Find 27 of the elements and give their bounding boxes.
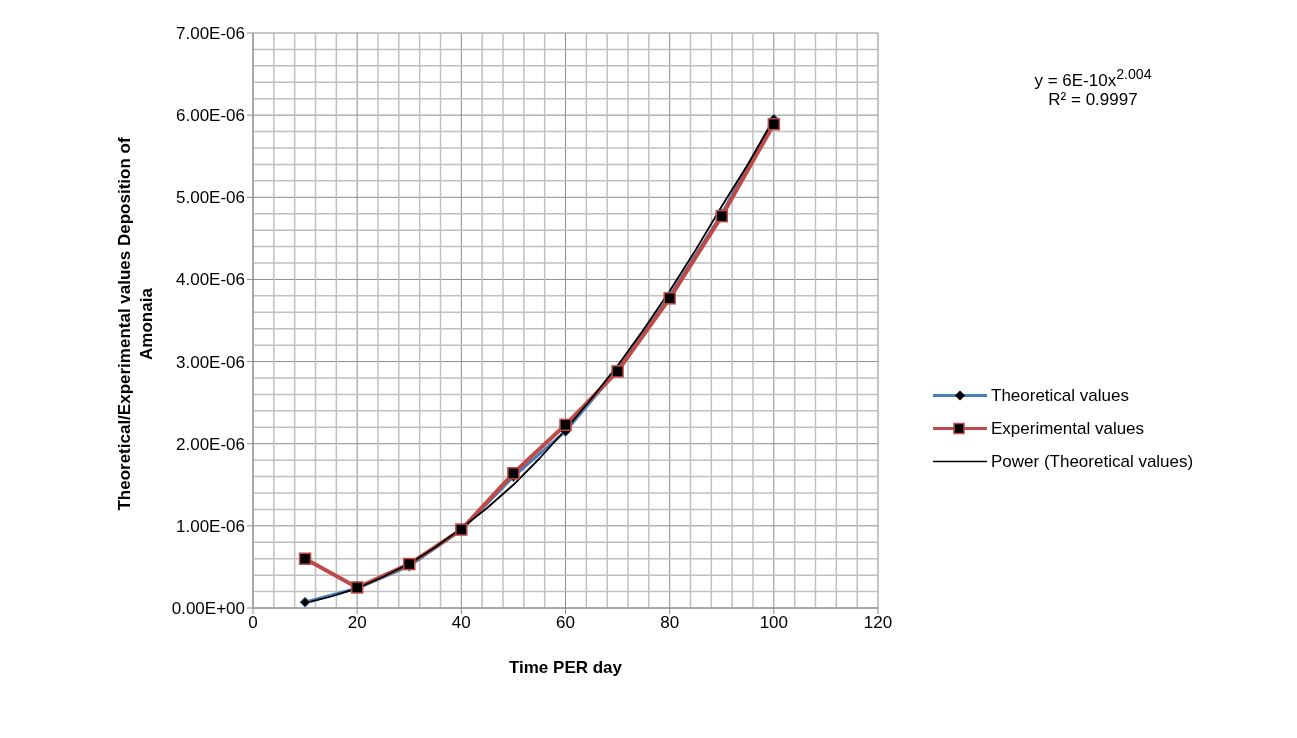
x-tick-label: 120 (863, 613, 893, 633)
point (767, 117, 781, 131)
legend-label: Experimental values (991, 418, 1145, 438)
x-tick-label: 100 (759, 613, 789, 633)
y-tick-label: 3.00E-06 (176, 352, 245, 372)
y-axis-title: Theoretical/Experimental values Deposition of Amonaia (114, 136, 157, 513)
point (559, 418, 572, 432)
x-tick-label: 20 (347, 613, 367, 633)
y-tick-label: 7.00E-06 (176, 24, 245, 44)
y-tick-label: 0.00E+00 (171, 599, 245, 619)
point (299, 596, 311, 608)
legend-label: Theoretical values (991, 385, 1129, 405)
y-tick-label: 4.00E-06 (176, 270, 245, 290)
x-tick-label: 0 (248, 613, 258, 633)
x-axis-title: Time PER day (508, 658, 623, 677)
point (298, 552, 312, 565)
x-tick-label: 80 (660, 613, 680, 633)
y-tick-label: 5.00E-06 (176, 188, 245, 208)
x-tick-label: 40 (451, 613, 471, 633)
text: y = 6E-10x$^{2.004}$ (1033, 66, 1153, 91)
point (507, 467, 520, 480)
legend-label: Power (Theoretical values) (991, 451, 1194, 471)
y-tick-label: 1.00E-06 (176, 516, 245, 536)
text: R² = 0.9997 (1047, 90, 1139, 110)
y-tick-label: 6.00E-06 (176, 106, 245, 126)
y-tick-label: 2.00E-06 (176, 434, 245, 454)
x-tick-label: 60 (556, 613, 575, 633)
